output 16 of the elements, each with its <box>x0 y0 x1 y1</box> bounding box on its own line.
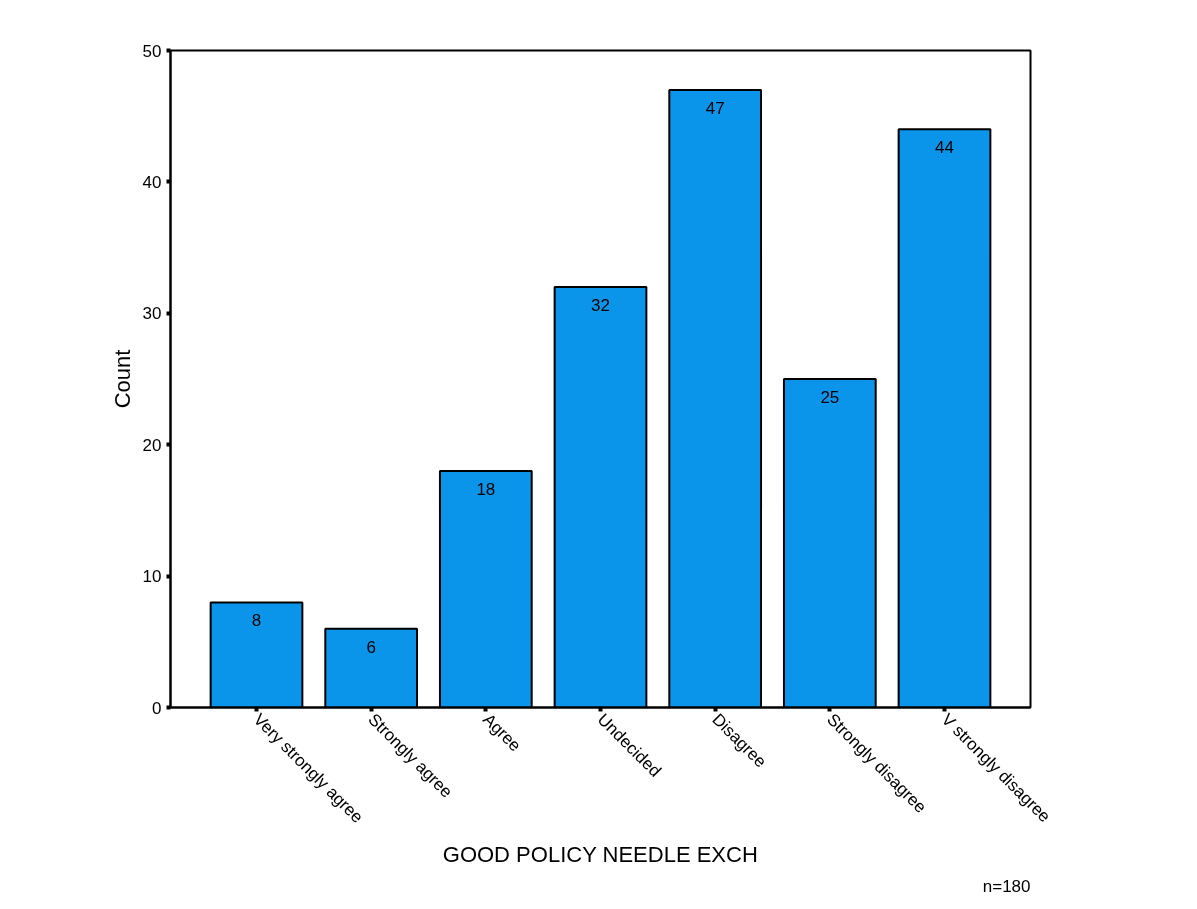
y-tick-label: 40 <box>142 172 162 192</box>
data-label: 25 <box>820 388 840 407</box>
text: n=180 <box>982 876 1031 896</box>
data-label: 18 <box>476 479 496 499</box>
data-label: 47 <box>705 98 725 118</box>
y-tick-label: 10 <box>142 567 162 587</box>
data-label: 6 <box>366 637 376 657</box>
x-axis-title: GOOD POLICY NEEDLE EXCH <box>442 841 758 867</box>
y-tick-label: 50 <box>142 41 162 61</box>
y-tick-label: 30 <box>142 304 162 324</box>
y-tick-label: 0 <box>152 698 162 718</box>
y-axis-title: Count <box>109 349 135 409</box>
y-tick-label: 20 <box>142 435 162 455</box>
data-label: 8 <box>251 611 262 631</box>
data-label: 44 <box>935 138 954 158</box>
data-label: 32 <box>591 296 610 316</box>
